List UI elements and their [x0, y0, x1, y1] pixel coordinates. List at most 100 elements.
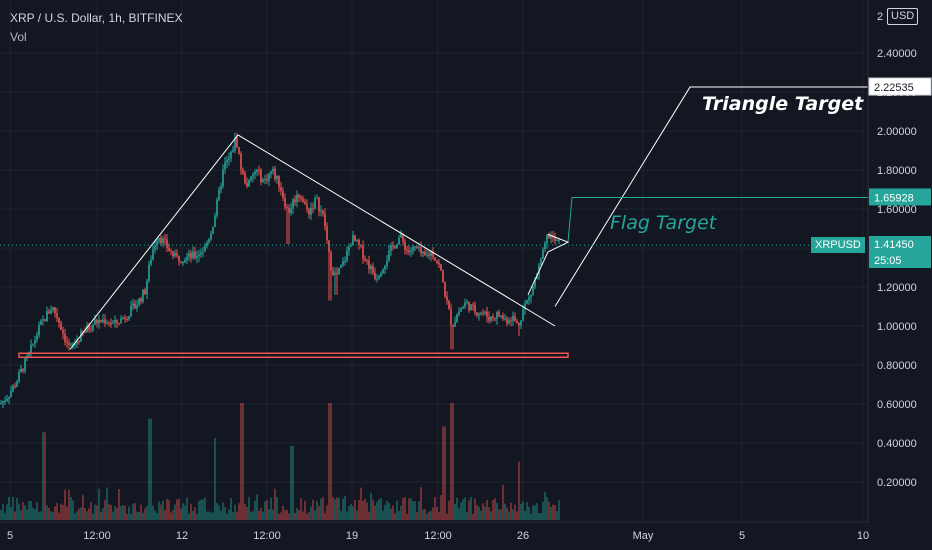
volume-bar — [530, 513, 532, 520]
volume-bar — [342, 498, 344, 520]
volume-bar — [364, 498, 366, 520]
volume-bar — [348, 505, 350, 520]
volume-bar — [438, 512, 440, 520]
triangle-target-price-tag: 2.22535 — [874, 82, 914, 94]
volume-bar — [474, 498, 476, 520]
trendline-drawings[interactable] — [0, 86, 870, 350]
candle-body — [368, 260, 370, 270]
candle-body — [256, 169, 258, 172]
candle-body — [222, 169, 224, 187]
volume-bar — [292, 445, 294, 520]
volume-bar — [84, 508, 86, 520]
volume-bar — [44, 432, 46, 520]
volume-bar — [2, 503, 4, 520]
volume-bar — [356, 510, 358, 520]
time-axis[interactable]: 5 12:00 12 12:00 19 12:00 26 May 5 10 — [0, 521, 869, 542]
volume-bar — [214, 438, 216, 520]
candle-body — [328, 240, 330, 253]
candle-body — [332, 270, 334, 275]
volume-bar — [172, 509, 174, 520]
volume-bar — [466, 512, 468, 520]
candle-body — [146, 280, 148, 295]
volume-bar — [304, 500, 306, 520]
volume-bar — [22, 502, 24, 520]
volume-bar — [402, 497, 404, 520]
volume-bar — [240, 403, 242, 520]
volume-bar — [16, 497, 18, 520]
volume-bar — [494, 498, 496, 520]
volume-bar — [190, 503, 192, 520]
candle-body — [274, 168, 276, 180]
volume-bar — [462, 499, 464, 520]
volume-bar — [372, 499, 374, 520]
candle-body — [56, 313, 58, 318]
candle-body — [120, 318, 122, 324]
currency-button[interactable]: USD — [887, 8, 919, 25]
candle-body — [406, 249, 408, 251]
candle-body — [272, 168, 274, 172]
candle-body — [384, 265, 386, 270]
candle-body — [72, 344, 74, 346]
volume-bar — [360, 487, 362, 520]
candle-body — [22, 368, 24, 371]
volume-bar — [496, 502, 498, 520]
candle-body — [228, 158, 230, 161]
volume-bar — [246, 507, 248, 520]
volume-bar — [512, 509, 514, 520]
volume-bar — [124, 505, 126, 520]
candle-body — [420, 246, 422, 254]
candle-body — [452, 325, 454, 327]
volume-bar — [38, 511, 40, 520]
candle-body — [220, 186, 222, 190]
candle-body — [62, 330, 64, 335]
volume-bar — [552, 504, 554, 520]
candle-body — [54, 307, 56, 314]
volume-bar — [334, 499, 336, 520]
volume-bar — [484, 506, 486, 520]
candle-body — [442, 270, 444, 283]
candle-body — [530, 294, 532, 298]
volume-bar — [110, 504, 112, 520]
candle-body — [70, 344, 72, 346]
candlesticks — [0, 132, 560, 409]
candle-body — [376, 278, 378, 280]
volume-bar — [58, 512, 60, 520]
volume-bar — [526, 502, 528, 520]
volume-bar — [320, 498, 322, 520]
volume-bar — [446, 513, 448, 520]
volume-bar — [118, 489, 120, 520]
candle-body — [58, 317, 60, 323]
volume-bar — [514, 504, 516, 520]
volume-bar — [358, 499, 360, 520]
candle-body — [316, 197, 318, 199]
volume-bar — [164, 510, 166, 520]
volume-bar — [126, 514, 128, 520]
candle-body — [86, 325, 88, 333]
volume-legend[interactable]: Vol — [10, 30, 27, 44]
volume-bar — [386, 500, 388, 520]
volume-bar — [220, 510, 222, 520]
candle-body — [184, 260, 186, 263]
volume-bar — [492, 499, 494, 520]
volume-bar — [12, 496, 14, 520]
volume-bar — [308, 512, 310, 520]
candle-body — [158, 237, 160, 242]
volume-bar — [138, 512, 140, 520]
volume-bar — [412, 501, 414, 520]
chart-title[interactable]: XRP / U.S. Dollar, 1h, BITFINEX — [10, 11, 183, 25]
volume-bar — [258, 510, 260, 520]
time-axis-label: 10 — [857, 530, 869, 542]
volume-bar — [218, 505, 220, 520]
volume-bar — [210, 512, 212, 520]
candle-body — [226, 160, 228, 163]
volume-bar — [354, 499, 356, 520]
volume-bar — [556, 511, 558, 520]
volume-bar — [20, 510, 22, 520]
volume-bar — [344, 495, 346, 520]
candle-body — [208, 239, 210, 243]
time-axis-label: 5 — [739, 530, 745, 542]
volume-bar — [206, 511, 208, 520]
volume-bar — [476, 505, 478, 520]
support-zone[interactable] — [18, 352, 569, 358]
